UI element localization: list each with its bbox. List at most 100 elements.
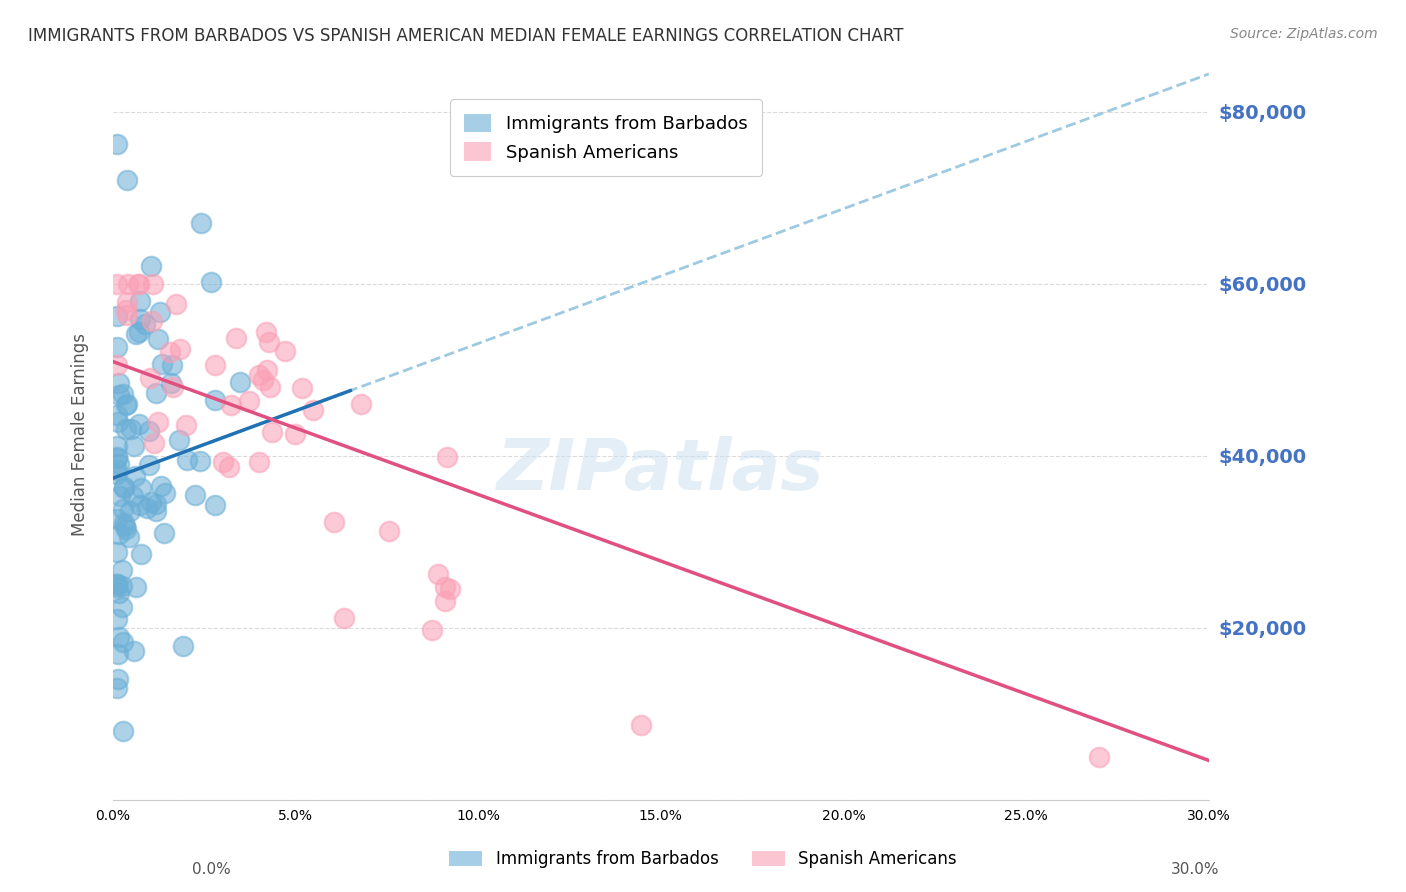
Spanish Americans xyxy=(127,277,149,291)
Immigrants from Barbados xyxy=(114,398,136,412)
Immigrants from Barbados xyxy=(118,530,141,544)
Immigrants from Barbados xyxy=(107,630,129,644)
Immigrants from Barbados xyxy=(105,512,128,526)
Immigrants from Barbados xyxy=(105,580,128,594)
Immigrants from Barbados xyxy=(190,216,212,230)
Spanish Americans xyxy=(174,417,197,432)
Immigrants from Barbados xyxy=(139,494,162,508)
Immigrants from Barbados xyxy=(114,519,136,533)
Immigrants from Barbados xyxy=(112,386,135,401)
Immigrants from Barbados xyxy=(176,453,198,467)
Spanish Americans xyxy=(238,394,260,409)
Immigrants from Barbados xyxy=(108,586,131,600)
Spanish Americans xyxy=(115,295,138,310)
Immigrants from Barbados xyxy=(128,325,150,339)
Immigrants from Barbados xyxy=(105,137,128,152)
Immigrants from Barbados xyxy=(115,173,138,187)
Immigrants from Barbados xyxy=(120,422,142,436)
Text: 30.0%: 30.0% xyxy=(1171,863,1219,877)
Immigrants from Barbados xyxy=(138,458,160,472)
Spanish Americans xyxy=(219,398,242,412)
Immigrants from Barbados xyxy=(172,639,194,653)
Spanish Americans xyxy=(204,358,226,372)
Immigrants from Barbados xyxy=(122,439,145,453)
Immigrants from Barbados xyxy=(228,375,250,389)
Immigrants from Barbados xyxy=(105,545,128,559)
Immigrants from Barbados xyxy=(112,516,135,531)
Immigrants from Barbados xyxy=(125,580,148,594)
Immigrants from Barbados xyxy=(115,397,138,411)
Spanish Americans xyxy=(212,455,235,469)
Immigrants from Barbados xyxy=(129,498,152,512)
Immigrants from Barbados xyxy=(107,647,129,661)
Immigrants from Barbados xyxy=(150,478,173,492)
Spanish Americans xyxy=(434,593,457,607)
Immigrants from Barbados xyxy=(204,499,226,513)
Immigrants from Barbados xyxy=(135,501,157,516)
Spanish Americans xyxy=(1088,749,1111,764)
Text: ZIPatlas: ZIPatlas xyxy=(498,436,824,505)
Spanish Americans xyxy=(162,380,184,394)
Immigrants from Barbados xyxy=(153,525,176,540)
Spanish Americans xyxy=(259,335,281,350)
Spanish Americans xyxy=(114,303,136,318)
Immigrants from Barbados xyxy=(128,417,150,431)
Immigrants from Barbados xyxy=(105,340,128,354)
Spanish Americans xyxy=(117,277,139,291)
Spanish Americans xyxy=(274,344,297,359)
Legend: Immigrants from Barbados, Spanish Americans: Immigrants from Barbados, Spanish Americ… xyxy=(450,100,762,176)
Immigrants from Barbados xyxy=(160,358,183,372)
Immigrants from Barbados xyxy=(108,489,131,503)
Immigrants from Barbados xyxy=(112,480,135,494)
Immigrants from Barbados xyxy=(108,388,131,402)
Spanish Americans xyxy=(165,297,187,311)
Immigrants from Barbados xyxy=(105,576,128,591)
Immigrants from Barbados xyxy=(128,311,150,326)
Immigrants from Barbados xyxy=(118,504,141,518)
Spanish Americans xyxy=(427,566,450,581)
Text: 0.0%: 0.0% xyxy=(191,863,231,877)
Spanish Americans xyxy=(378,524,401,538)
Spanish Americans xyxy=(350,397,373,411)
Spanish Americans xyxy=(141,314,163,328)
Immigrants from Barbados xyxy=(112,723,135,738)
Immigrants from Barbados xyxy=(105,681,128,695)
Immigrants from Barbados xyxy=(160,376,183,391)
Spanish Americans xyxy=(247,455,270,469)
Spanish Americans xyxy=(247,368,270,382)
Immigrants from Barbados xyxy=(105,463,128,477)
Immigrants from Barbados xyxy=(200,275,222,289)
Spanish Americans xyxy=(252,373,274,387)
Immigrants from Barbados xyxy=(105,450,128,464)
Immigrants from Barbados xyxy=(115,522,138,536)
Immigrants from Barbados xyxy=(105,408,128,422)
Spanish Americans xyxy=(105,358,128,372)
Immigrants from Barbados xyxy=(129,547,152,561)
Immigrants from Barbados xyxy=(112,482,135,496)
Spanish Americans xyxy=(139,371,162,385)
Immigrants from Barbados xyxy=(184,488,207,502)
Immigrants from Barbados xyxy=(105,577,128,591)
Immigrants from Barbados xyxy=(107,415,129,429)
Immigrants from Barbados xyxy=(114,422,136,436)
Immigrants from Barbados xyxy=(149,305,172,319)
Text: R =  0.090   N = 85: R = 0.090 N = 85 xyxy=(524,102,700,120)
Immigrants from Barbados xyxy=(150,357,173,371)
Spanish Americans xyxy=(254,325,277,339)
Spanish Americans xyxy=(259,380,281,394)
Spanish Americans xyxy=(142,436,165,450)
Immigrants from Barbados xyxy=(111,599,134,614)
Spanish Americans xyxy=(291,381,314,395)
Spanish Americans xyxy=(630,718,652,732)
Immigrants from Barbados xyxy=(134,318,156,332)
Immigrants from Barbados xyxy=(121,489,143,503)
Spanish Americans xyxy=(333,611,356,625)
Spanish Americans xyxy=(159,344,181,359)
Spanish Americans xyxy=(439,582,461,597)
Immigrants from Barbados xyxy=(108,457,131,471)
Immigrants from Barbados xyxy=(111,634,134,648)
Immigrants from Barbados xyxy=(111,502,134,516)
Legend: Immigrants from Barbados, Spanish Americans: Immigrants from Barbados, Spanish Americ… xyxy=(443,844,963,875)
Immigrants from Barbados xyxy=(145,497,167,511)
Immigrants from Barbados xyxy=(105,612,128,626)
